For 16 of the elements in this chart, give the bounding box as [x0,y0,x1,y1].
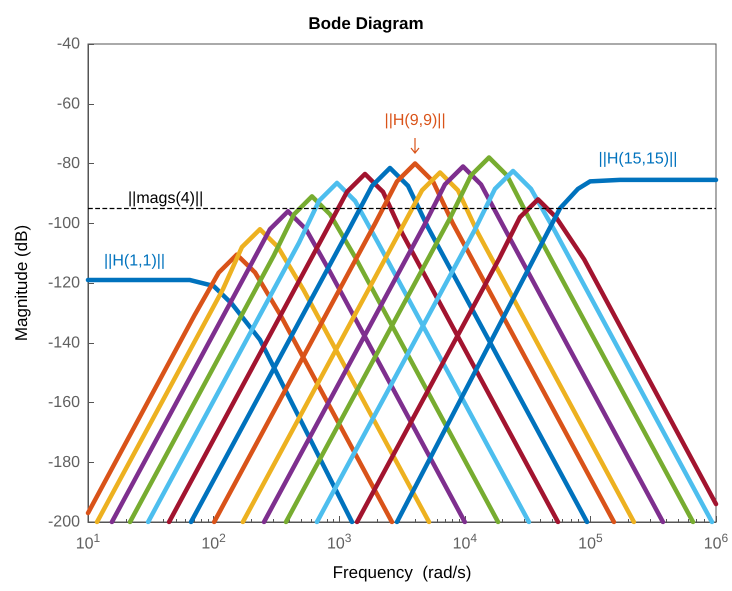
y-tick-label: -40 [56,36,80,52]
ref-line-label: ||mags(4)|| [128,190,204,207]
y-tick-label: -80 [56,155,80,172]
y-axis-title: Magnitude (dB) [12,224,31,342]
y-tick-label: -160 [48,394,80,411]
y-tick-label: -60 [56,95,80,112]
y-tick-label: -100 [48,214,80,232]
y-tick-label: -140 [48,334,80,352]
y-tick-label: -180 [48,454,80,471]
series-label: ||H(15,15)|| [598,150,678,168]
text: ||H(9,9)|| [384,112,446,129]
x-axis-title: Frequency (rad/s) [332,563,472,582]
series-label: ||H(1,1)|| [104,252,166,270]
chart-title: Bode Diagram [308,14,424,33]
y-tick-label: -120 [48,274,80,292]
y-tick-label: -200 [48,514,80,530]
